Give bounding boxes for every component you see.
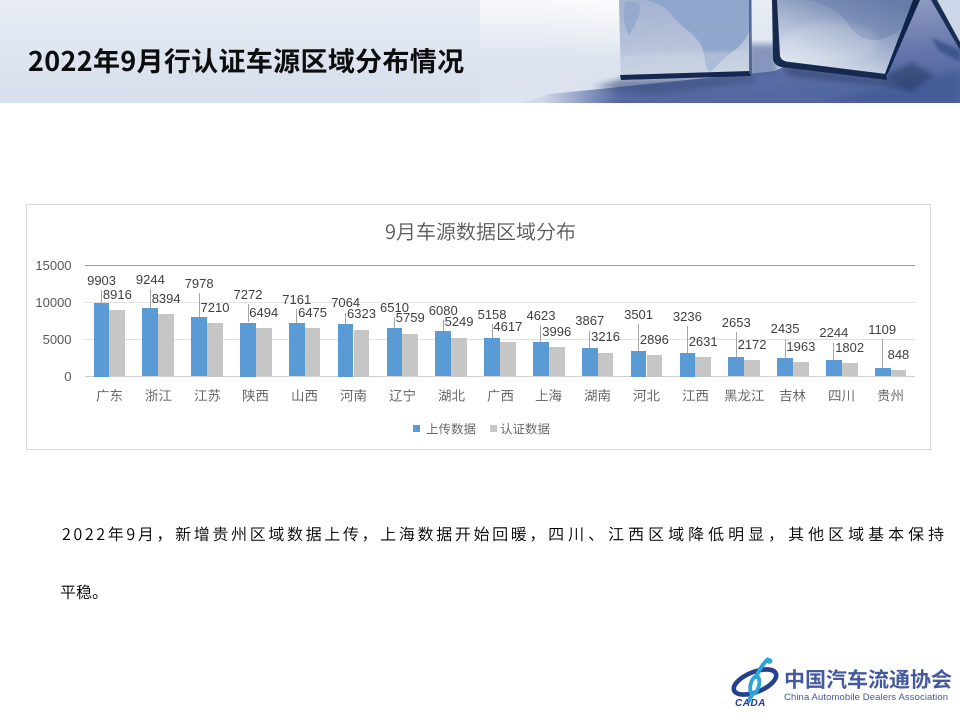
svg-text:CADA: CADA (735, 698, 766, 709)
